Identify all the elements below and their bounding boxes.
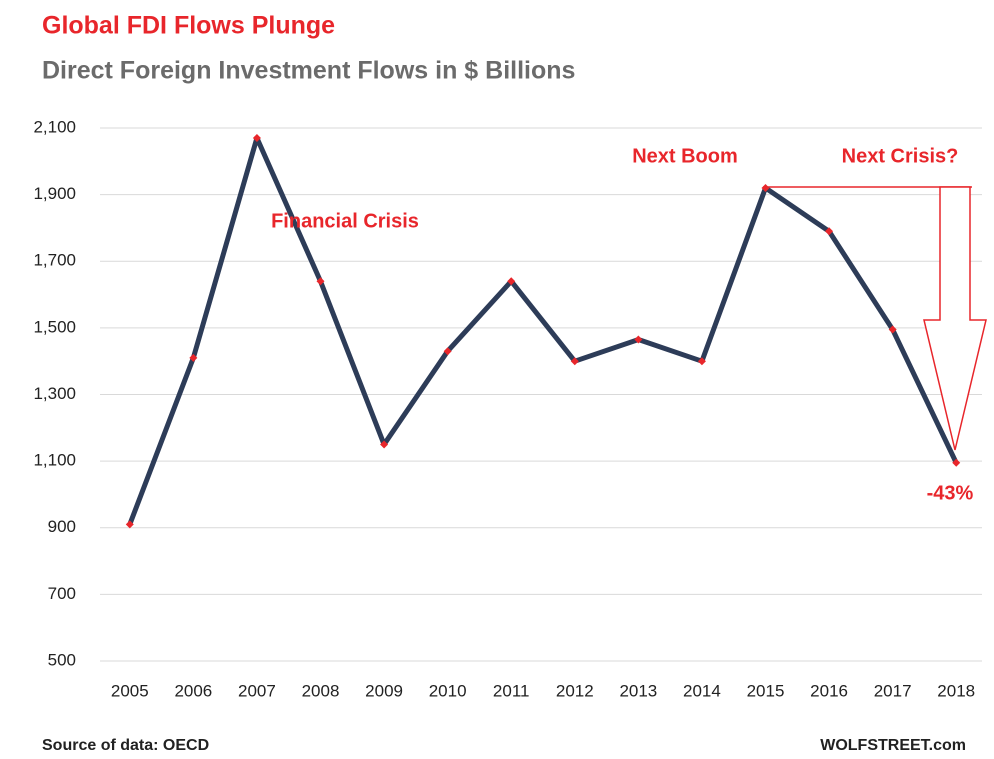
- data-line: [127, 135, 959, 526]
- x-tick-label: 2016: [810, 681, 848, 700]
- data-point: [507, 277, 516, 286]
- chart-subtitle: Direct Foreign Investment Flows in $ Bil…: [42, 57, 575, 85]
- data-point: [570, 357, 579, 366]
- data-point: [825, 227, 834, 236]
- x-tick-label: 2009: [365, 681, 403, 700]
- y-tick-label: 1,900: [33, 184, 76, 203]
- annotation: Next Crisis?: [842, 145, 959, 167]
- y-tick-label: 700: [48, 584, 76, 603]
- chart-title: Global FDI Flows Plunge: [42, 12, 335, 40]
- x-tick-label: 2010: [429, 681, 467, 700]
- x-tick-label: 2018: [937, 681, 975, 700]
- x-tick-label: 2008: [302, 681, 340, 700]
- data-point: [189, 353, 198, 362]
- annotation: Financial Crisis: [271, 210, 419, 232]
- y-tick-label: 1,700: [33, 251, 76, 270]
- y-tick-label: 900: [48, 517, 76, 536]
- x-tick-label: 2011: [493, 681, 530, 700]
- arrow-shape: [923, 186, 987, 451]
- data-point: [252, 133, 261, 142]
- x-tick-label: 2013: [619, 681, 657, 700]
- data-point: [380, 440, 389, 449]
- data-point: [634, 335, 643, 344]
- x-tick-label: 2014: [683, 681, 721, 700]
- data-point: [761, 183, 770, 192]
- x-tick-label: 2017: [874, 681, 912, 700]
- annotation: Next Boom: [632, 145, 738, 167]
- data-point: [125, 520, 134, 529]
- data-point: [697, 357, 706, 366]
- data-point: [316, 277, 325, 286]
- x-tick-label: 2015: [747, 681, 785, 700]
- x-tick-label: 2007: [238, 681, 276, 700]
- data-point: [888, 325, 897, 334]
- y-tick-label: 1,300: [33, 384, 76, 403]
- y-tick-label: 1,100: [33, 451, 76, 470]
- credit: WOLFSTREET.com: [820, 737, 966, 754]
- data-point: [443, 347, 452, 356]
- y-tick-label: 500: [48, 650, 76, 669]
- source: Source of data: OECD: [42, 737, 209, 754]
- x-tick-label: 2006: [174, 681, 212, 700]
- arrow: [763, 186, 987, 451]
- annotation: -43%: [927, 482, 974, 504]
- x-tick-label: 2005: [111, 681, 149, 700]
- y-tick-label: 1,500: [33, 317, 76, 336]
- x-tick-label: 2012: [556, 681, 594, 700]
- data-point: [952, 458, 961, 467]
- y-tick-label: 2,100: [33, 117, 76, 136]
